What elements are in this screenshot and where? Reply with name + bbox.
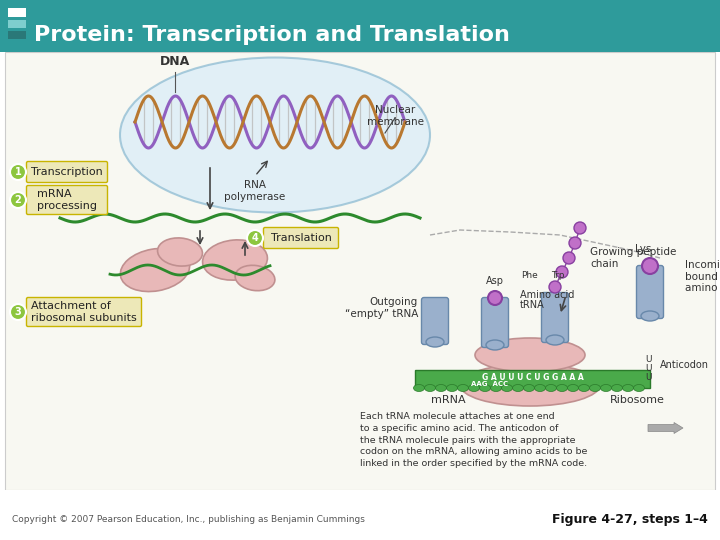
FancyArrow shape xyxy=(648,422,683,434)
Ellipse shape xyxy=(460,364,600,406)
Text: AAG  ACC: AAG ACC xyxy=(472,381,508,387)
Ellipse shape xyxy=(611,384,623,391)
Text: Asp: Asp xyxy=(486,276,504,286)
FancyBboxPatch shape xyxy=(5,52,715,490)
Text: mRNA: mRNA xyxy=(431,395,465,405)
Text: U
U
U: U U U xyxy=(646,355,652,382)
FancyBboxPatch shape xyxy=(636,266,664,319)
FancyBboxPatch shape xyxy=(541,293,569,342)
Ellipse shape xyxy=(235,265,275,291)
Text: 4: 4 xyxy=(251,233,258,243)
Ellipse shape xyxy=(623,384,634,391)
Ellipse shape xyxy=(502,384,513,391)
Circle shape xyxy=(10,304,26,320)
Ellipse shape xyxy=(425,384,436,391)
Ellipse shape xyxy=(557,384,567,391)
Circle shape xyxy=(549,281,561,293)
Text: Translation: Translation xyxy=(271,233,331,243)
Text: Lys: Lys xyxy=(635,244,651,254)
Ellipse shape xyxy=(457,384,469,391)
FancyBboxPatch shape xyxy=(8,31,26,39)
Circle shape xyxy=(10,164,26,180)
Ellipse shape xyxy=(436,384,446,391)
Text: G A U U U C U G G A A A: G A U U U C U G G A A A xyxy=(482,373,584,381)
Ellipse shape xyxy=(634,384,644,391)
FancyBboxPatch shape xyxy=(482,298,508,348)
Ellipse shape xyxy=(158,238,202,266)
Text: 1: 1 xyxy=(14,167,22,177)
Circle shape xyxy=(569,237,581,249)
Ellipse shape xyxy=(546,384,557,391)
Ellipse shape xyxy=(486,340,504,350)
FancyBboxPatch shape xyxy=(415,370,650,388)
Circle shape xyxy=(488,291,502,305)
Ellipse shape xyxy=(600,384,611,391)
Circle shape xyxy=(563,252,575,264)
Text: Ribosome: Ribosome xyxy=(610,395,665,405)
FancyBboxPatch shape xyxy=(8,8,26,17)
Ellipse shape xyxy=(567,384,578,391)
Circle shape xyxy=(247,230,263,246)
Text: Transcription: Transcription xyxy=(31,167,103,177)
Text: Each tRNA molecule attaches at one end
to a specific amino acid. The anticodon o: Each tRNA molecule attaches at one end t… xyxy=(360,412,588,468)
FancyBboxPatch shape xyxy=(27,161,107,183)
Text: Outgoing
“empty” tRNA: Outgoing “empty” tRNA xyxy=(345,297,418,319)
FancyBboxPatch shape xyxy=(27,186,107,214)
Ellipse shape xyxy=(490,384,502,391)
Ellipse shape xyxy=(523,384,534,391)
FancyBboxPatch shape xyxy=(264,227,338,248)
Circle shape xyxy=(642,258,658,274)
FancyBboxPatch shape xyxy=(27,298,142,327)
Ellipse shape xyxy=(641,311,659,321)
Text: tRNA: tRNA xyxy=(520,300,545,310)
Text: Protein: Transcription and Translation: Protein: Transcription and Translation xyxy=(34,25,510,45)
Text: Anticodon: Anticodon xyxy=(660,360,709,370)
Ellipse shape xyxy=(446,384,457,391)
Text: Attachment of
ribosomal subunits: Attachment of ribosomal subunits xyxy=(31,301,137,323)
Text: Nuclear
membrane: Nuclear membrane xyxy=(366,105,423,126)
Ellipse shape xyxy=(578,384,590,391)
Text: Figure 4-27, steps 1–4: Figure 4-27, steps 1–4 xyxy=(552,514,708,526)
Circle shape xyxy=(574,222,586,234)
Text: mRNA
processing: mRNA processing xyxy=(37,189,97,211)
Ellipse shape xyxy=(426,337,444,347)
Text: Copyright © 2007 Pearson Education, Inc., publishing as Benjamin Cummings: Copyright © 2007 Pearson Education, Inc.… xyxy=(12,516,365,524)
Ellipse shape xyxy=(546,335,564,345)
Ellipse shape xyxy=(469,384,480,391)
Ellipse shape xyxy=(413,384,425,391)
Ellipse shape xyxy=(202,240,267,280)
Text: DNA: DNA xyxy=(160,55,190,68)
Circle shape xyxy=(556,266,568,278)
Ellipse shape xyxy=(534,384,546,391)
FancyBboxPatch shape xyxy=(0,490,720,540)
FancyBboxPatch shape xyxy=(8,20,26,28)
Ellipse shape xyxy=(480,384,490,391)
Ellipse shape xyxy=(475,338,585,372)
FancyBboxPatch shape xyxy=(0,0,720,52)
Text: Amino acid: Amino acid xyxy=(520,290,575,300)
Text: Trp: Trp xyxy=(552,271,564,280)
Text: 2: 2 xyxy=(14,195,22,205)
Text: 3: 3 xyxy=(14,307,22,317)
Ellipse shape xyxy=(120,57,430,213)
Text: RNA
polymerase: RNA polymerase xyxy=(225,180,286,201)
Text: Phe: Phe xyxy=(521,271,539,280)
Ellipse shape xyxy=(513,384,523,391)
Ellipse shape xyxy=(590,384,600,391)
Ellipse shape xyxy=(120,248,189,292)
Text: Growing peptide
chain: Growing peptide chain xyxy=(590,247,676,269)
Text: Incoming tRNA
bound to an
amino acid: Incoming tRNA bound to an amino acid xyxy=(685,260,720,293)
FancyBboxPatch shape xyxy=(421,298,449,345)
Circle shape xyxy=(10,192,26,208)
